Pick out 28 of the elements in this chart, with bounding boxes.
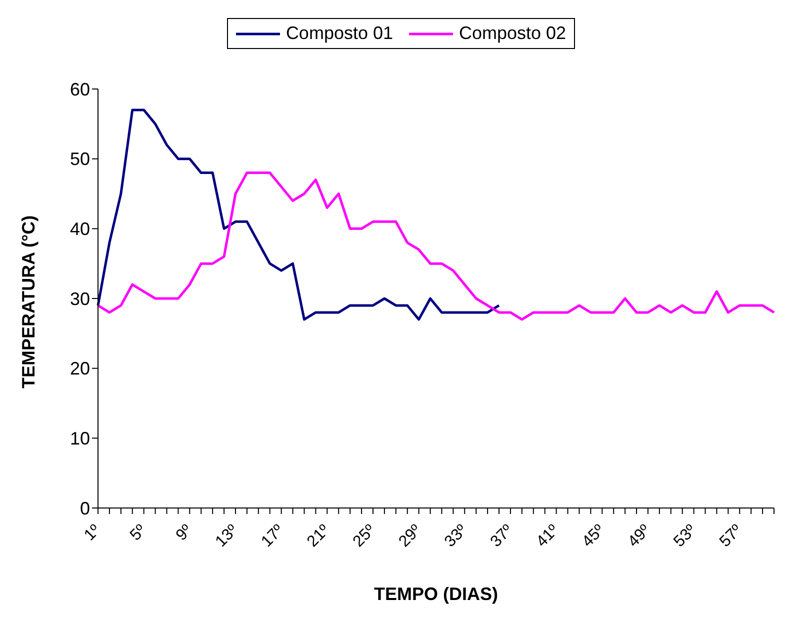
- x-tick-label: 21º: [304, 522, 334, 551]
- x-tick-label: 41º: [533, 522, 562, 551]
- x-tick-label: 33º: [442, 522, 471, 551]
- x-tick-label: 29º: [396, 522, 425, 551]
- y-tick-label: 50: [70, 149, 90, 170]
- x-tick-label: 53º: [670, 522, 700, 551]
- x-tick-label: 45º: [579, 522, 608, 551]
- x-tick-label: 17º: [258, 522, 288, 551]
- legend-label: Composto 02: [459, 23, 566, 44]
- line-series: [96, 172, 776, 321]
- x-tick-label: 25º: [350, 522, 379, 551]
- x-tick-label: 9º: [173, 522, 196, 544]
- x-tick-label: 5º: [127, 522, 150, 544]
- legend-label: Composto 01: [286, 23, 393, 44]
- x-tick-label: 13º: [212, 522, 242, 551]
- y-tick-label: 20: [70, 358, 90, 379]
- x-tick-label: 57º: [716, 522, 746, 551]
- x-tick-label: 37º: [488, 522, 516, 551]
- line-series: [96, 108, 500, 321]
- y-tick-label: 30: [70, 288, 90, 309]
- y-tick-label: 60: [70, 79, 90, 100]
- x-tick-label: 1º: [81, 522, 104, 544]
- y-tick-label: 10: [70, 428, 90, 449]
- y-axis-title: TEMPERATURA (°C): [18, 215, 38, 388]
- y-tick-label: 40: [70, 219, 90, 240]
- y-tick-label: 0: [80, 498, 90, 518]
- x-axis-title: TEMPO (DIAS): [374, 584, 498, 604]
- x-tick-label: 49º: [625, 522, 654, 551]
